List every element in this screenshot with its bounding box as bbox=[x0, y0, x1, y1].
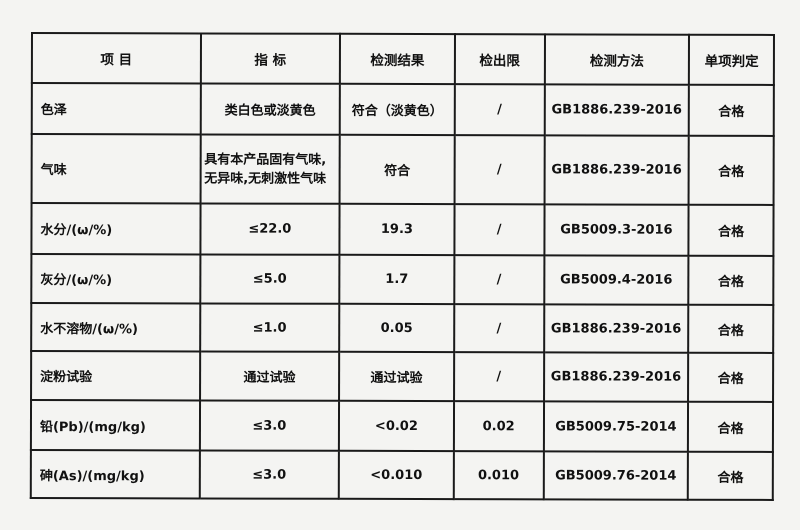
cell-standard: 类白色或淡黄色 bbox=[200, 83, 340, 135]
cell-detection-limit: 0.02 bbox=[453, 401, 544, 452]
cell-result: 符合（淡黄色） bbox=[339, 83, 455, 136]
table-row: 铅(Pb)/(mg/kg) ≤3.0 <0.02 0.02 GB5009.75-2014… bbox=[30, 400, 774, 452]
header-item: 项 目 bbox=[31, 33, 201, 84]
cell-standard: 通过试验 bbox=[199, 351, 340, 401]
header-result: 检测结果 bbox=[339, 33, 455, 85]
test-results-table: 项 目 指 标 检测结果 检出限 检测方法 单项判定 色泽 类白色或淡黄色 符合（淡… bbox=[30, 32, 775, 501]
cell-item: 水分/(ω/%) bbox=[31, 203, 201, 255]
header-standard: 指 标 bbox=[200, 33, 341, 84]
cell-judgement: 合格 bbox=[688, 255, 774, 305]
cell-method: GB1886.239-2016 bbox=[544, 135, 690, 205]
cell-item: 色泽 bbox=[31, 83, 201, 135]
table-row: 砷(As)/(mg/kg) ≤3.0 <0.010 0.010 GB5009.76-20… bbox=[30, 450, 773, 500]
cell-method: GB1886.239-2016 bbox=[544, 84, 690, 136]
cell-method: GB5009.75-2014 bbox=[543, 401, 689, 452]
cell-result: <0.010 bbox=[338, 450, 454, 500]
cell-standard: ≤3.0 bbox=[199, 450, 340, 499]
cell-result: 19.3 bbox=[339, 203, 455, 256]
cell-standard: 具有本产品固有气味,无异味,无刺激性气味 bbox=[200, 134, 340, 204]
cell-item: 水不溶物/(ω/%) bbox=[31, 303, 200, 352]
table-row: 灰分/(ω/%) ≤5.0 1.7/GB5009.4-2016 合格 bbox=[31, 254, 774, 305]
cell-detection-limit: / bbox=[453, 304, 544, 353]
cell-detection-limit: / bbox=[453, 352, 544, 402]
cell-method: GB1886.239-2016 bbox=[543, 352, 689, 402]
header-detection-limit: 检出限 bbox=[454, 34, 545, 85]
header-row: 项 目 指 标 检测结果 检出限 检测方法 单项判定 bbox=[31, 33, 774, 85]
cell-detection-limit: / bbox=[454, 204, 545, 256]
cell-judgement: 合格 bbox=[688, 401, 774, 452]
cell-detection-limit: / bbox=[454, 255, 544, 305]
cell-judgement: 合格 bbox=[688, 352, 774, 402]
cell-item: 铅(Pb)/(mg/kg) bbox=[30, 400, 200, 451]
cell-standard: ≤5.0 bbox=[199, 254, 340, 304]
cell-result: 符合 bbox=[339, 134, 455, 205]
cell-item: 气味 bbox=[31, 134, 201, 204]
table-row: 色泽 类白色或淡黄色 符合（淡黄色） / GB1886.239-2016 合格 bbox=[31, 83, 774, 136]
cell-detection-limit: / bbox=[454, 135, 545, 205]
cell-result: 通过试验 bbox=[339, 351, 454, 402]
cell-item: 砷(As)/(mg/kg) bbox=[30, 450, 200, 499]
cell-detection-limit: 0.010 bbox=[453, 451, 544, 500]
header-method: 检测方法 bbox=[544, 34, 690, 85]
table-row: 水不溶物/(ω/%) ≤1.0 0.05/GB1886.239-2016 合格 bbox=[31, 303, 774, 353]
cell-item: 灰分/(ω/%) bbox=[31, 254, 201, 304]
cell-item: 淀粉试验 bbox=[31, 351, 200, 401]
cell-judgement: 合格 bbox=[688, 204, 774, 256]
cell-judgement: 合格 bbox=[688, 135, 774, 205]
table-row: 气味 具有本产品固有气味,无异味,无刺激性气味 符合 / GB1886.239-2016… bbox=[31, 134, 774, 205]
cell-standard: ≤3.0 bbox=[199, 400, 340, 451]
table-row: 淀粉试验 通过试验 通过试验 / GB1886.239-2016 合格 bbox=[31, 351, 774, 402]
cell-detection-limit: / bbox=[454, 84, 545, 136]
cell-standard: ≤1.0 bbox=[199, 303, 340, 352]
table-row: 水分/(ω/%) ≤22.0 19.3/GB5009.3-2016 合格 bbox=[31, 203, 774, 256]
cell-result: 1.7 bbox=[339, 254, 455, 305]
cell-judgement: 合格 bbox=[689, 84, 774, 136]
cell-result: 0.05 bbox=[339, 303, 455, 353]
cell-judgement: 合格 bbox=[688, 451, 773, 500]
cell-standard: ≤22.0 bbox=[200, 203, 340, 255]
header-judgement: 单项判定 bbox=[689, 34, 774, 85]
cell-method: GB5009.4-2016 bbox=[543, 255, 689, 305]
cell-method: GB1886.239-2016 bbox=[543, 304, 689, 353]
cell-result: <0.02 bbox=[339, 400, 454, 452]
cell-method: GB5009.76-2014 bbox=[543, 451, 689, 500]
cell-judgement: 合格 bbox=[688, 304, 774, 353]
cell-method: GB5009.3-2016 bbox=[543, 204, 689, 256]
